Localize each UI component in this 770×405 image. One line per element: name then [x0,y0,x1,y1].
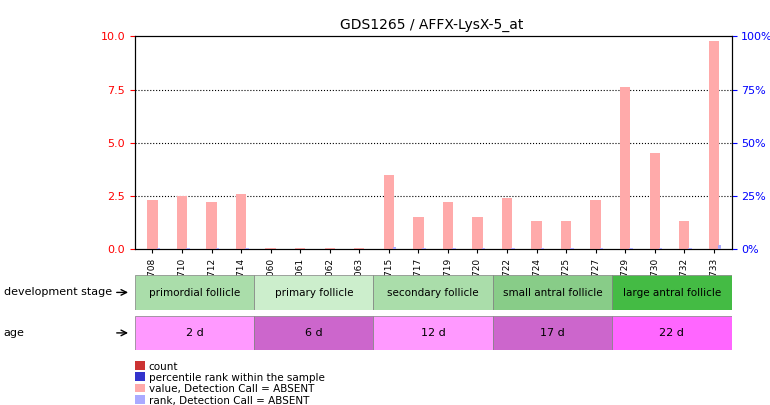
Bar [254,316,373,350]
Bar [472,217,483,249]
Bar [708,41,719,249]
Bar [481,248,485,249]
Text: primary follicle: primary follicle [275,288,353,298]
Bar [561,222,571,249]
Bar [423,248,426,249]
Bar [156,248,160,249]
Text: value, Detection Call = ABSENT: value, Detection Call = ABSENT [149,384,314,394]
Text: percentile rank within the sample: percentile rank within the sample [149,373,324,383]
Bar [541,248,544,249]
Bar [147,200,158,249]
Bar [452,248,456,249]
Bar [266,248,276,249]
Bar [245,248,249,249]
Text: 22 d: 22 d [659,328,685,338]
Bar [659,248,662,249]
Text: 17 d: 17 d [540,328,565,338]
Bar [443,202,453,249]
Text: small antral follicle: small antral follicle [503,288,602,298]
Bar [600,248,603,249]
Bar [177,196,187,249]
Text: GDS1265 / AFFX-LysX-5_at: GDS1265 / AFFX-LysX-5_at [340,18,523,32]
Bar [236,194,246,249]
Text: count: count [149,362,178,371]
Bar [612,316,731,350]
Bar [186,248,189,249]
Bar [383,175,394,249]
Bar [629,248,633,249]
Bar [502,198,512,249]
Bar [688,248,692,249]
Bar [591,200,601,249]
Bar [135,316,254,350]
Bar [650,153,660,249]
Text: development stage: development stage [4,288,112,297]
Text: 12 d: 12 d [420,328,446,338]
Text: rank, Detection Call = ABSENT: rank, Detection Call = ABSENT [149,396,309,405]
Bar [493,275,612,310]
Bar [571,248,574,249]
Bar [620,87,631,249]
Bar [531,222,541,249]
Bar [254,275,373,310]
Bar [295,248,306,249]
Text: secondary follicle: secondary follicle [387,288,479,298]
Bar [493,316,612,350]
Bar [135,275,254,310]
Text: 2 d: 2 d [186,328,203,338]
Bar [679,222,689,249]
Text: primordial follicle: primordial follicle [149,288,240,298]
Bar [373,316,493,350]
Bar [612,275,731,310]
Bar [216,248,219,249]
Bar [718,245,721,249]
Bar [393,247,397,249]
Text: age: age [4,328,25,338]
Bar [511,248,514,249]
Bar [206,202,216,249]
Bar [325,248,335,249]
Bar [354,248,364,249]
Text: large antral follicle: large antral follicle [623,288,721,298]
Bar [413,217,424,249]
Bar [373,275,493,310]
Text: 6 d: 6 d [305,328,323,338]
